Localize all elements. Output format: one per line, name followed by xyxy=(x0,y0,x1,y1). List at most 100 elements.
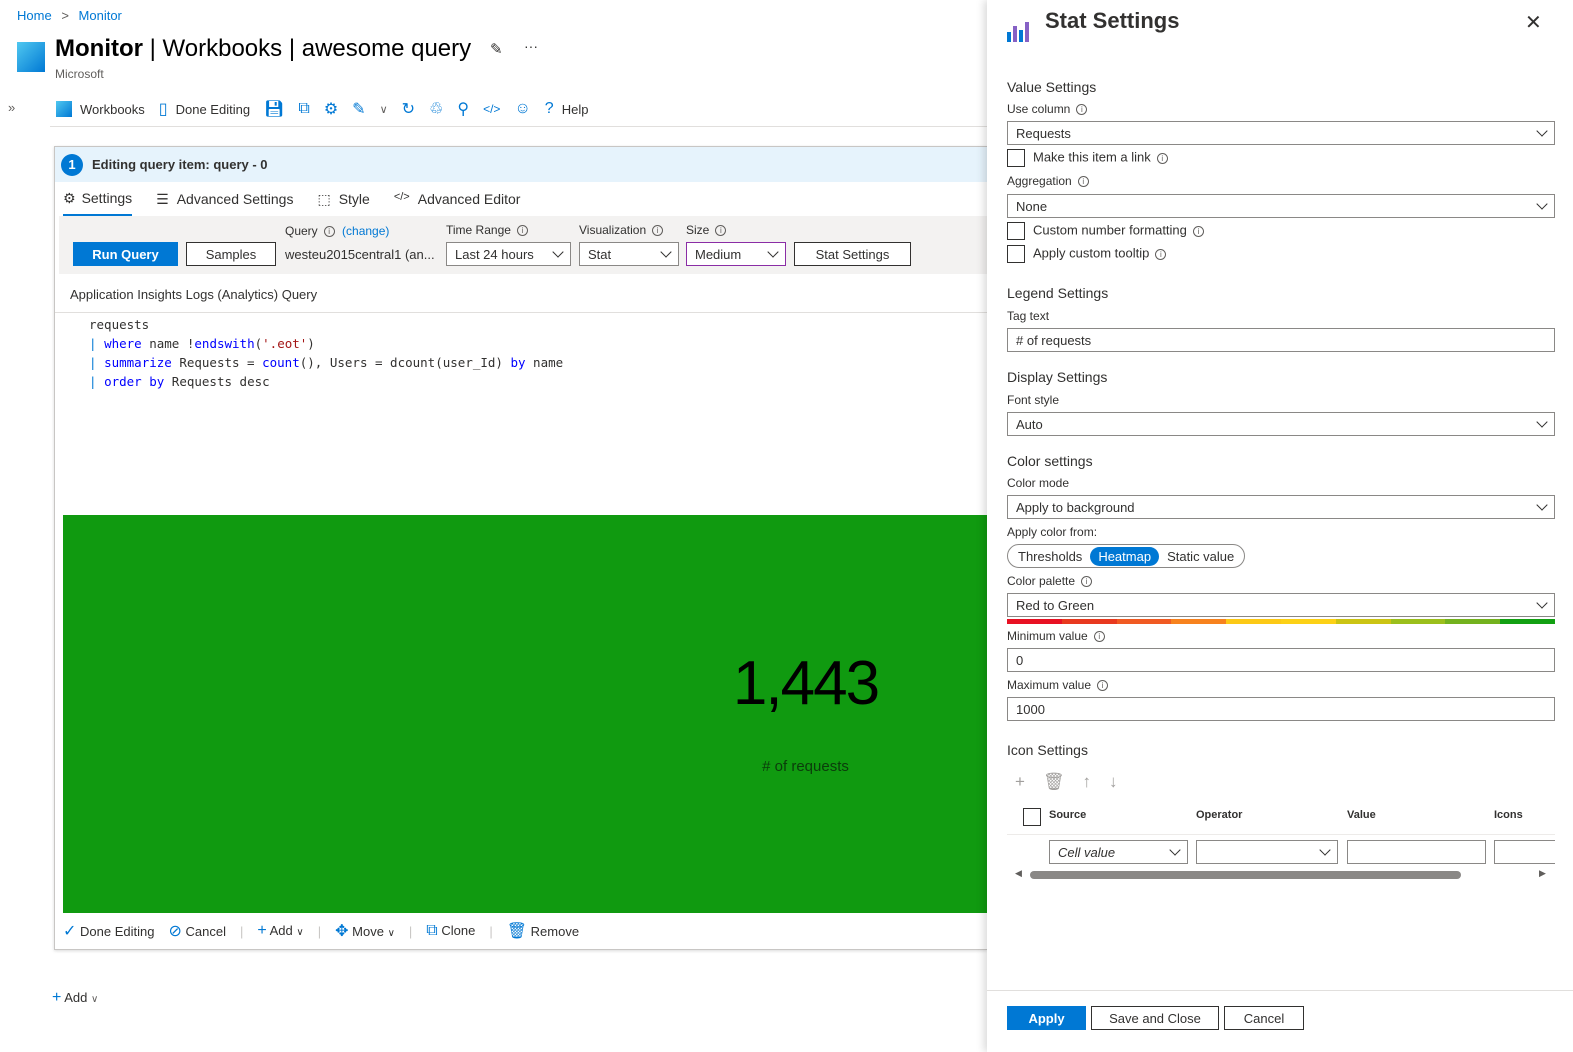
color-palette-label: Color palette i xyxy=(1007,574,1093,588)
source-dropdown[interactable]: Cell value xyxy=(1049,840,1188,864)
display-settings-heading: Display Settings xyxy=(1007,369,1108,385)
save-as-icon[interactable]: ⧉ xyxy=(298,100,310,117)
palette-swatch xyxy=(1500,619,1555,624)
add-icon[interactable]: + xyxy=(1015,772,1025,791)
chevron-down-icon xyxy=(1536,415,1548,428)
pin-icon[interactable]: ⚲ xyxy=(457,101,470,118)
color-settings-heading: Color settings xyxy=(1007,453,1093,469)
breadcrumb-monitor[interactable]: Monitor xyxy=(78,8,122,23)
chevron-down-icon[interactable]: ∨ xyxy=(379,103,388,116)
samples-button[interactable]: Samples xyxy=(186,242,276,266)
refresh-icon[interactable]: ↻ xyxy=(401,101,416,118)
aggregation-dropdown[interactable]: None xyxy=(1007,194,1555,218)
value-input[interactable] xyxy=(1347,840,1486,864)
save-icon[interactable]: 💾︎ xyxy=(264,101,285,118)
apply-button[interactable]: Apply xyxy=(1007,1006,1086,1030)
move-button[interactable]: ✥ Move ∨ xyxy=(335,923,395,940)
cancel-button[interactable]: ⊘ Cancel xyxy=(168,923,226,940)
color-palette-dropdown[interactable]: Red to Green xyxy=(1007,593,1555,617)
tab-settings[interactable]: ⚙ Settings xyxy=(63,182,133,216)
minimum-value-input[interactable]: 0 xyxy=(1007,648,1555,672)
size-label: Size i xyxy=(686,223,727,237)
add-button[interactable]: + Add ∨ xyxy=(257,922,304,939)
column-source: Source xyxy=(1049,809,1087,821)
remove-button[interactable]: 🗑︎ Remove xyxy=(506,923,580,940)
arrow-down-icon[interactable]: ↓ xyxy=(1109,772,1118,791)
color-mode-dropdown[interactable]: Apply to background xyxy=(1007,495,1555,519)
tab-advanced-editor[interactable]: </> Advanced Editor xyxy=(393,191,521,207)
font-style-dropdown[interactable]: Auto xyxy=(1007,412,1555,436)
save-and-close-button[interactable]: Save and Close xyxy=(1091,1006,1219,1030)
editor-tabs: ⚙ Settings ☰ Advanced Settings ⬚ Style </> A… xyxy=(55,182,987,216)
stat-tag: # of requests xyxy=(762,758,849,775)
horizontal-scrollbar[interactable] xyxy=(1030,871,1461,879)
arrow-up-icon[interactable]: ↑ xyxy=(1082,772,1092,791)
edit-pencil-icon[interactable]: ✎ xyxy=(352,101,366,118)
maximum-value-input[interactable]: 1000 xyxy=(1007,697,1555,721)
icons-input[interactable] xyxy=(1494,840,1555,864)
tag-text-input[interactable]: # of requests xyxy=(1007,328,1555,352)
chevron-down-icon xyxy=(1319,843,1331,856)
stat-tile: 1,443 # of requests xyxy=(63,515,988,913)
feedback-icon[interactable]: ☺ xyxy=(514,100,531,117)
visualization-dropdown[interactable]: Stat xyxy=(579,242,679,266)
expand-sidebar-icon[interactable]: » xyxy=(8,100,16,115)
color-mode-label: Color mode xyxy=(1007,476,1070,490)
cancel-icon: ⊘ xyxy=(168,923,182,940)
time-range-dropdown[interactable]: Last 24 hours xyxy=(446,242,571,266)
chevron-down-icon xyxy=(1536,596,1548,609)
change-link[interactable]: (change) xyxy=(342,224,390,238)
code-icon[interactable]: </> xyxy=(483,102,501,116)
icon-settings-heading: Icon Settings xyxy=(1007,742,1088,758)
toolbar-done-editing[interactable]: ▯ Done Editing xyxy=(158,101,251,118)
cancel-button[interactable]: Cancel xyxy=(1224,1006,1304,1030)
panel-title: Stat Settings xyxy=(1045,8,1180,33)
make-link-checkbox[interactable]: Make this item a link i xyxy=(1007,149,1168,167)
chevron-down-icon xyxy=(1536,498,1548,511)
select-all-checkbox[interactable] xyxy=(1023,808,1049,826)
stat-settings-button[interactable]: Stat Settings xyxy=(794,242,911,266)
done-editing-button[interactable]: ✓ Done Editing xyxy=(63,923,155,940)
palette-swatch xyxy=(1171,619,1227,624)
maximum-value-label: Maximum value i xyxy=(1007,678,1109,692)
use-column-dropdown[interactable]: Requests xyxy=(1007,121,1555,145)
share-icon[interactable]: ♲ xyxy=(429,101,444,118)
workbooks-icon xyxy=(56,101,72,117)
chevron-down-icon xyxy=(660,245,672,258)
divider: | xyxy=(489,923,493,939)
tab-style[interactable]: ⬚ Style xyxy=(317,190,370,207)
chevron-down-icon xyxy=(1536,124,1548,137)
toolbar-help[interactable]: ? Help xyxy=(544,100,589,117)
scroll-right-icon[interactable]: ▶ xyxy=(1539,868,1546,878)
custom-number-formatting-checkbox[interactable]: Custom number formatting i xyxy=(1007,222,1204,240)
option-static-value[interactable]: Static value xyxy=(1167,548,1235,564)
trash-icon[interactable]: 🗑︎ xyxy=(1042,772,1065,791)
settings-gear-icon[interactable]: ⚙ xyxy=(323,101,339,118)
scroll-left-icon[interactable]: ◀ xyxy=(1015,868,1022,878)
clone-button[interactable]: ⧉ Clone xyxy=(426,922,476,939)
close-icon[interactable]: ✕ xyxy=(1525,12,1542,34)
query-code-editor[interactable]: requests | where name !endswith('.eot') … xyxy=(55,312,987,512)
breadcrumb-home[interactable]: Home xyxy=(17,8,52,23)
option-thresholds[interactable]: Thresholds xyxy=(1018,548,1083,564)
toolbar-workbooks[interactable]: Workbooks xyxy=(56,101,145,117)
pin-icon[interactable]: ✎ xyxy=(490,41,503,58)
operator-dropdown[interactable] xyxy=(1196,840,1338,864)
editor-footer: ✓ Done Editing ⊘ Cancel | + Add ∨ | ✥ Mo… xyxy=(63,921,579,941)
tab-advanced-settings[interactable]: ☰ Advanced Settings xyxy=(156,190,294,207)
query-type-label: Application Insights Logs (Analytics) Qu… xyxy=(70,287,318,302)
size-dropdown[interactable]: Medium xyxy=(686,242,786,266)
editor-header: 1 Editing query item: query - 0 xyxy=(55,147,987,182)
run-query-button[interactable]: Run Query xyxy=(73,242,178,266)
divider: | xyxy=(317,923,322,939)
option-heatmap[interactable]: Heatmap xyxy=(1090,546,1160,566)
chevron-down-icon xyxy=(767,245,779,258)
query-editor: 1 Editing query item: query - 0 ⚙ Setting… xyxy=(54,146,988,950)
clone-icon: ⧉ xyxy=(426,922,438,939)
more-button[interactable]: ··· xyxy=(524,38,538,54)
code-line: | where name !endswith('.eot') xyxy=(89,336,315,351)
custom-tooltip-checkbox[interactable]: Apply custom tooltip i xyxy=(1007,245,1167,263)
page-title: Monitor | Workbooks | awesome query xyxy=(55,35,472,62)
stat-value: 1,443 xyxy=(732,649,880,718)
page-add-button[interactable]: + Add ∨ xyxy=(52,989,99,1006)
